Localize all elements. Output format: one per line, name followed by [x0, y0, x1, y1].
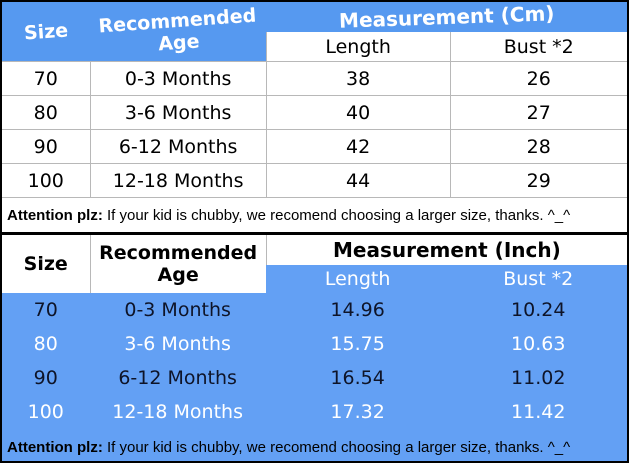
bust-cell: 10.63	[449, 327, 627, 361]
bust-cell: 26	[449, 62, 627, 96]
table-row: 90 6-12 Months 42 28	[2, 130, 627, 164]
size-cell: 80	[2, 96, 90, 130]
bust-cell: 11.02	[449, 361, 627, 395]
size-table-inch: Size Recommended Age Measurement (Inch) …	[2, 235, 627, 461]
age-cell: 3-6 Months	[89, 96, 266, 130]
length-cell: 17.32	[265, 395, 450, 429]
inch-length-header: Length	[265, 265, 450, 293]
attention-note-bold: Attention plz:	[7, 206, 103, 224]
size-cell: 100	[2, 395, 90, 429]
inch-bust-header: Bust *2	[449, 265, 627, 293]
cm-bust-header: Bust *2	[449, 32, 627, 62]
bust-cell: 10.24	[449, 293, 627, 327]
cm-measurement-header: Measurement (Cm)	[265, 2, 627, 32]
size-cell: 100	[2, 164, 90, 198]
length-cell: 44	[265, 164, 450, 198]
size-cell: 70	[2, 293, 90, 327]
length-cell: 40	[265, 96, 450, 130]
cm-age-header: Recommended Age	[89, 2, 266, 62]
inch-size-header: Size	[2, 235, 90, 293]
bust-cell: 29	[449, 164, 627, 198]
attention-note-inch: Attention plz: If your kid is chubby, we…	[2, 429, 627, 461]
size-cell: 90	[2, 361, 90, 395]
table-row: 90 6-12 Months 16.54 11.02	[2, 361, 627, 395]
age-cell: 0-3 Months	[89, 293, 266, 327]
size-cell: 90	[2, 130, 90, 164]
table-row: 100 12-18 Months 17.32 11.42	[2, 395, 627, 429]
age-cell: 6-12 Months	[89, 130, 266, 164]
cm-length-header: Length	[265, 32, 450, 62]
attention-note-cm: Attention plz: If your kid is chubby, we…	[2, 198, 627, 232]
length-cell: 14.96	[265, 293, 450, 327]
bust-cell: 11.42	[449, 395, 627, 429]
bust-cell: 28	[449, 130, 627, 164]
size-table-cm: Size Recommended Age Measurement (Cm) Le…	[2, 2, 627, 232]
attention-note-text: If your kid is chubby, we recomend choos…	[106, 206, 571, 224]
bust-cell: 27	[449, 96, 627, 130]
length-cell: 42	[265, 130, 450, 164]
cm-size-header-label: Size	[22, 18, 69, 45]
inch-age-header: Recommended Age	[89, 235, 266, 293]
cm-age-header-label: Recommended Age	[97, 4, 257, 55]
table-row: 100 12-18 Months 44 29	[2, 164, 627, 198]
length-cell: 38	[265, 62, 450, 96]
age-cell: 12-18 Months	[89, 395, 266, 429]
size-cell: 70	[2, 62, 90, 96]
attention-note-bold: Attention plz:	[7, 438, 103, 456]
age-cell: 12-18 Months	[89, 164, 266, 198]
age-cell: 3-6 Months	[89, 327, 266, 361]
table-row: 70 0-3 Months 14.96 10.24	[2, 293, 627, 327]
table-row: 80 3-6 Months 15.75 10.63	[2, 327, 627, 361]
cm-size-header: Size	[2, 2, 90, 62]
length-cell: 16.54	[265, 361, 450, 395]
table-divider	[2, 232, 627, 235]
length-cell: 15.75	[265, 327, 450, 361]
inch-measurement-header: Measurement (Inch)	[265, 235, 627, 265]
cm-measurement-header-label: Measurement (Cm)	[338, 2, 555, 32]
age-cell: 6-12 Months	[89, 361, 266, 395]
table-row: 80 3-6 Months 40 27	[2, 96, 627, 130]
size-cell: 80	[2, 327, 90, 361]
attention-note-text: If your kid is chubby, we recomend choos…	[106, 438, 571, 456]
age-cell: 0-3 Months	[89, 62, 266, 96]
table-row: 70 0-3 Months 38 26	[2, 62, 627, 96]
